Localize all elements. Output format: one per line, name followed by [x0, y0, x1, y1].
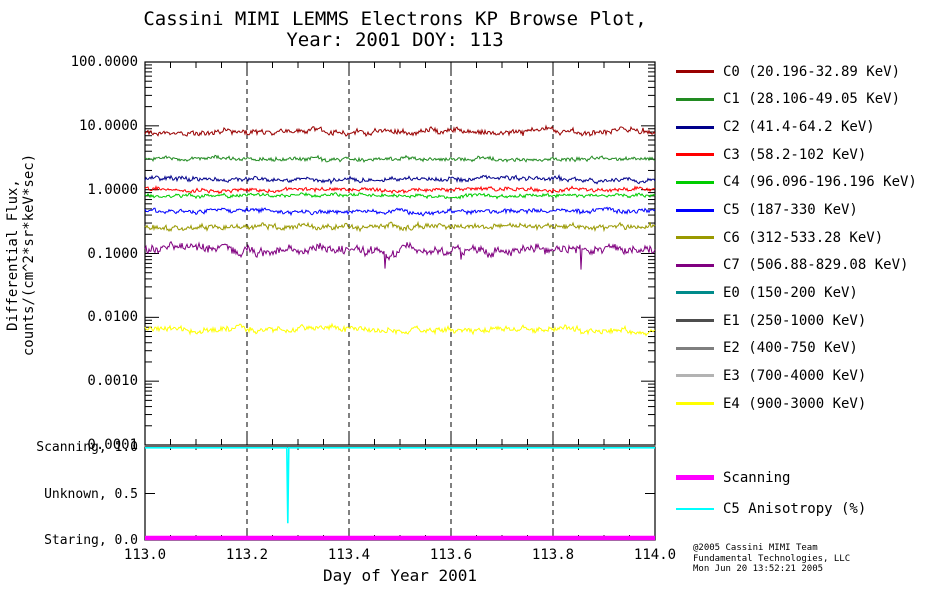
y-tick-label: 0.1000	[87, 245, 138, 262]
series-line-C1	[144, 154, 656, 163]
x-tick-label: 113.6	[429, 547, 473, 563]
legend-item: C4 (96.096-196.196 KeV)	[676, 169, 917, 197]
legend-swatch-C2	[676, 125, 714, 129]
series-line-E4	[144, 322, 656, 337]
x-tick-label: 113.8	[531, 547, 575, 563]
legend-swatch-E0	[676, 291, 714, 295]
channel-legend: C0 (20.196-32.89 KeV) C1 (28.106-49.05 Ke…	[676, 58, 917, 417]
legend-swatch-C7	[676, 263, 714, 267]
x-axis-title: Day of Year 2001	[322, 566, 478, 585]
legend-label: E4 (900-3000 KeV)	[723, 395, 867, 412]
legend-item: E2 (400-750 KeV)	[676, 334, 917, 362]
series-line-C4	[144, 191, 656, 200]
legend-label: C1 (28.106-49.05 KeV)	[723, 91, 901, 108]
status-legend-label: Scanning	[723, 469, 791, 486]
credit-line3: Mon Jun 20 13:52:21 2005	[693, 564, 824, 574]
y-tick-label: 1.0000	[87, 181, 138, 198]
legend-item: C6 (312-533.28 KeV)	[676, 224, 917, 252]
legend-swatch-E3	[676, 374, 714, 378]
status-legend-item: Scanning	[676, 469, 791, 486]
y-tick-label: 100.0000	[70, 54, 138, 70]
status-tick-label: Scanning, 1.0	[36, 440, 138, 455]
x-tick-label: 113.0	[123, 547, 167, 563]
legend-label: C5 (187-330 KeV)	[723, 202, 858, 219]
legend-swatch-E1	[676, 319, 714, 323]
plot-title-line2: Year: 2001 DOY: 113	[286, 29, 504, 51]
legend-label: C6 (312-533.28 KeV)	[723, 229, 884, 246]
legend-label: C7 (506.88-829.08 KeV)	[723, 257, 909, 274]
legend-swatch-E4	[676, 402, 714, 405]
y-tick-label: 0.0100	[87, 309, 138, 326]
x-tick-label: 113.4	[327, 547, 371, 563]
legend-swatch-E2	[676, 346, 714, 350]
legend-item: C1 (28.106-49.05 KeV)	[676, 86, 917, 114]
x-tick-label: 113.2	[225, 547, 269, 563]
plot-title-line1: Cassini MIMI LEMMS Electrons KP Browse P…	[143, 8, 647, 30]
series-line-C3	[144, 184, 656, 195]
legend-swatch-C1	[676, 97, 714, 101]
series-line-C2	[144, 174, 656, 185]
status-plot-frame	[144, 446, 656, 541]
legend-label: E1 (250-1000 KeV)	[723, 312, 867, 329]
legend-item: E4 (900-3000 KeV)	[676, 390, 917, 418]
legend-item: C5 (187-330 KeV)	[676, 196, 917, 224]
legend-label: C3 (58.2-102 KeV)	[723, 146, 867, 163]
series-line-C0	[144, 124, 656, 137]
legend-label: E2 (400-750 KeV)	[723, 340, 858, 357]
y-tick-label: 10.0000	[78, 117, 138, 134]
status-legend-swatch	[676, 507, 714, 510]
legend-item: C0 (20.196-32.89 KeV)	[676, 58, 917, 86]
legend-item: C7 (506.88-829.08 KeV)	[676, 251, 917, 279]
status-legend-item: C5 Anisotropy (%)	[676, 500, 867, 517]
y-tick-label: 0.0001	[87, 437, 138, 453]
legend-label: E0 (150-200 KeV)	[723, 284, 858, 301]
series-line-C6	[144, 220, 656, 233]
legend-swatch-C0	[676, 70, 714, 74]
legend-swatch-C5	[676, 208, 714, 212]
legend-label: E3 (700-4000 KeV)	[723, 367, 867, 384]
legend-label: C4 (96.096-196.196 KeV)	[723, 174, 917, 191]
series-line-C5	[144, 206, 656, 217]
legend-swatch-C6	[676, 236, 714, 240]
status-legend-label: C5 Anisotropy (%)	[723, 500, 867, 517]
legend-label: C2 (41.4-64.2 KeV)	[723, 119, 875, 136]
credit-line1: @2005 Cassini MIMI Team	[693, 543, 818, 553]
legend-item: E1 (250-1000 KeV)	[676, 307, 917, 335]
series-line-C7	[144, 240, 656, 270]
main-plot-frame	[144, 61, 656, 446]
legend-swatch-C3	[676, 153, 714, 157]
legend-item: C3 (58.2-102 KeV)	[676, 141, 917, 169]
y-tick-label: 0.0010	[87, 373, 138, 390]
legend-swatch-C4	[676, 180, 714, 184]
anisotropy-line	[145, 446, 655, 524]
credit-line2: Fundamental Technologies, LLC	[693, 553, 851, 564]
x-tick-label: 114.0	[633, 547, 677, 563]
status-tick-label: Staring, 0.0	[44, 533, 138, 548]
status-tick-label: Unknown, 0.5	[44, 486, 138, 502]
status-legend-swatch	[676, 475, 714, 480]
legend-item: E3 (700-4000 KeV)	[676, 362, 917, 390]
legend-item: E0 (150-200 KeV)	[676, 279, 917, 307]
legend-item: C2 (41.4-64.2 KeV)	[676, 113, 917, 141]
credit-text: @2005 Cassini MIMI Team Fundamental Tech…	[693, 543, 850, 575]
legend-label: C0 (20.196-32.89 KeV)	[723, 63, 901, 80]
